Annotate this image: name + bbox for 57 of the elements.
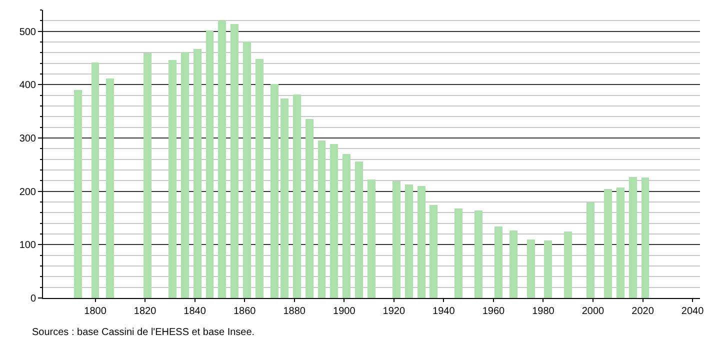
y-tick-label: 300 — [19, 134, 36, 144]
bar — [628, 176, 637, 298]
bar — [206, 30, 214, 298]
x-tick-label: 1880 — [283, 306, 306, 317]
bar — [454, 208, 463, 298]
bar — [342, 154, 351, 298]
x-tick-label: 1800 — [84, 306, 107, 317]
y-tick-label: 500 — [19, 26, 36, 38]
bar — [74, 90, 82, 298]
bar — [193, 48, 202, 298]
bar — [430, 205, 438, 298]
bar — [292, 94, 301, 298]
bar — [392, 181, 400, 298]
bar — [330, 144, 338, 298]
bar — [641, 177, 650, 298]
bar — [305, 118, 314, 298]
bar — [256, 59, 264, 298]
x-tick-label: 2000 — [582, 306, 605, 317]
bar — [404, 184, 413, 298]
bar — [616, 188, 624, 298]
bar — [604, 189, 612, 298]
y-tick-label: 200 — [19, 186, 36, 198]
bar — [526, 239, 535, 298]
bar — [355, 161, 364, 298]
y-tick-label: 400 — [19, 80, 36, 92]
x-tick-label: 2040 — [681, 306, 704, 317]
bar — [91, 62, 100, 298]
bar — [564, 231, 572, 298]
bar — [368, 180, 376, 298]
x-tick-label: 1960 — [482, 306, 505, 317]
x-tick-label: 1980 — [532, 306, 555, 317]
bar — [509, 230, 518, 298]
bar — [544, 240, 552, 298]
bar — [280, 98, 288, 298]
bar — [218, 20, 226, 298]
bar — [144, 53, 152, 298]
bar — [417, 186, 426, 298]
x-tick-label: 1940 — [432, 306, 456, 317]
bar — [586, 202, 594, 298]
y-tick-label: 0 — [30, 294, 36, 304]
x-tick-label: 1840 — [184, 306, 206, 317]
bar — [180, 52, 189, 298]
x-tick-label: 1920 — [382, 306, 406, 317]
bar — [494, 226, 502, 298]
source-note: Sources : base Cassini de l'EHESS et base Insee. — [32, 327, 255, 338]
x-tick-label: 1900 — [333, 306, 356, 317]
bar — [168, 60, 176, 298]
bar — [318, 140, 326, 298]
x-tick-label: 2020 — [632, 306, 654, 317]
y-tick-label: 100 — [19, 240, 36, 252]
bar — [106, 78, 114, 298]
bar — [474, 210, 482, 298]
bar — [270, 84, 278, 298]
x-tick-label: 1860 — [233, 306, 256, 317]
x-tick-label: 1820 — [134, 306, 157, 317]
bar — [243, 41, 252, 298]
bar — [230, 24, 239, 298]
